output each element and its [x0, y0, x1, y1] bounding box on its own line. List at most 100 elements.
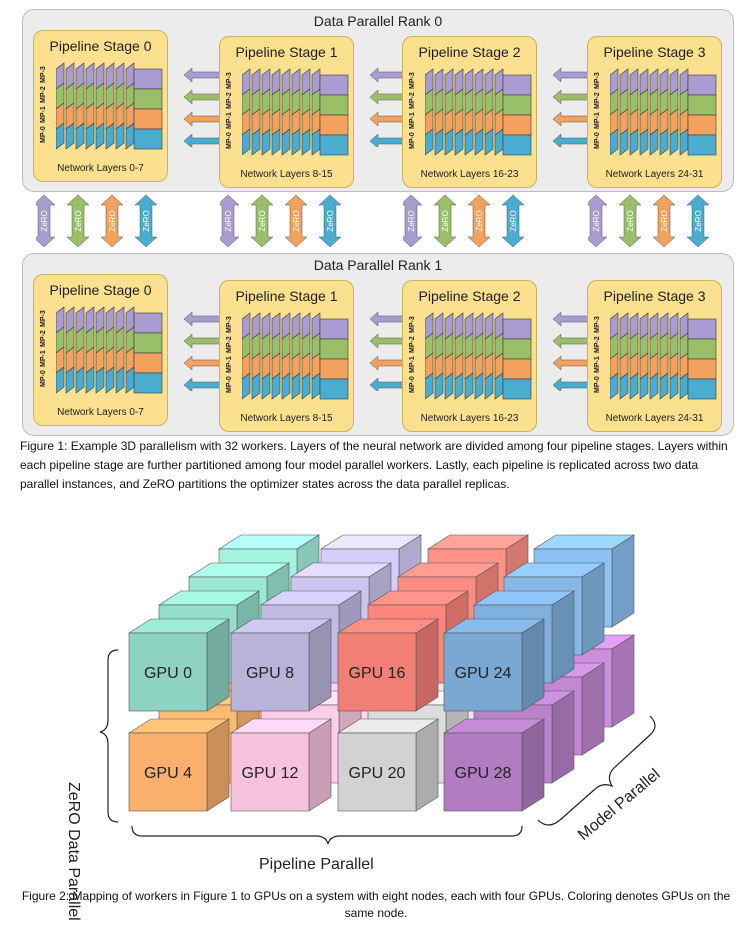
zero-arrow-group-0: ZeRO ZeRO ZeRO ZeRO	[36, 195, 158, 247]
cube-side	[611, 534, 635, 628]
zero-arrow-label: ZeRO	[407, 210, 416, 231]
gpu-cube-front: GPU 0	[127, 618, 231, 712]
mp-label-0: MP-0	[594, 132, 601, 149]
cube-side	[415, 618, 439, 712]
layer-slab-mp3	[271, 128, 281, 156]
front-face-mp2	[502, 114, 532, 136]
mp-labels: MP-0 MP-1 MP-2 MP-3	[409, 72, 421, 158]
cube-front	[128, 732, 208, 812]
pipeline-stage-3: Pipeline Stage 3 MP-0 MP-1 MP-2 MP-3 Network …	[587, 36, 722, 188]
front-face-mp2	[133, 108, 163, 130]
front-face-mp0	[687, 318, 717, 340]
zero-arrow	[588, 195, 608, 247]
front-face-mp3	[319, 134, 349, 156]
zero-arrow-label: ZeRO	[224, 210, 233, 231]
mp-labels: MP-0 MP-1 MP-2 MP-3	[40, 310, 52, 396]
gpu-label: GPU 8	[246, 665, 294, 682]
layer-slab-mp3	[659, 372, 669, 400]
cube-side	[521, 718, 545, 812]
mp-label-2: MP-2	[226, 92, 233, 109]
zero-arrow	[36, 195, 56, 247]
zero-arrow-group-1: ZeRO ZeRO ZeRO ZeRO	[220, 195, 342, 247]
layer-slab-mp3	[301, 372, 311, 400]
stage-title: Pipeline Stage 0	[49, 38, 152, 54]
zero-arrow	[403, 195, 423, 247]
zero-arrow-label: ZeRO	[74, 210, 83, 231]
layer-slab-mp3	[610, 128, 619, 156]
layer-slab-mp3	[115, 122, 125, 150]
layer-stack	[610, 68, 717, 156]
gpu-label: GPU 4	[144, 765, 192, 782]
front-face-mp2	[319, 114, 349, 136]
layer-slab-mp3	[464, 128, 474, 156]
network-layers-label: Network Layers 16-23	[420, 413, 519, 424]
mp-label-2: MP-2	[40, 86, 47, 103]
stage-title: Pipeline Stage 0	[49, 282, 152, 298]
zero-arrow-label: ZeRO	[108, 210, 117, 231]
layer-slab-mp3	[639, 372, 649, 400]
figure-2-caption: Figure 2: Mapping of workers in Figure 1…	[21, 889, 731, 920]
zero-arrow-label: ZeRO	[592, 210, 601, 231]
layer-slab-mp3	[444, 372, 454, 400]
stage-title: Pipeline Stage 2	[418, 288, 521, 304]
layer-slab-mp3	[464, 372, 474, 400]
front-face-mp3	[319, 378, 349, 400]
zero-arrow-label: ZeRO	[441, 210, 450, 231]
layer-stack	[56, 306, 163, 394]
rank-title: Data Parallel Rank 0	[313, 13, 443, 29]
cube-front	[230, 632, 310, 712]
layer-slab-mp3	[95, 122, 105, 150]
mp-label-0: MP-0	[409, 376, 416, 393]
zero-arrow	[284, 195, 308, 247]
gpu-cube-front: GPU 20	[336, 718, 440, 812]
layer-slab-mp3	[65, 366, 75, 394]
pipeline-stage-2: Pipeline Stage 2 MP-0 MP-1 MP-2 MP-3 Network …	[402, 280, 537, 432]
pipeline-stage-1: Pipeline Stage 1 MP-0 MP-1 MP-2 MP-3 Network …	[219, 36, 354, 188]
mp-labels: MP-0 MP-1 MP-2 MP-3	[409, 316, 421, 402]
front-face-mp1	[133, 88, 163, 110]
zero-arrow-label: ZeRO	[326, 210, 335, 231]
mp-label-1: MP-1	[40, 350, 47, 367]
layer-slab-mp3	[649, 128, 659, 156]
layer-slab-mp3	[291, 128, 301, 156]
mp-label-0: MP-0	[409, 132, 416, 149]
front-face-mp1	[687, 338, 717, 360]
layer-slab-mp3	[105, 366, 115, 394]
layer-stack	[242, 68, 349, 156]
pipeline-stage-1: Pipeline Stage 1 MP-0 MP-1 MP-2 MP-3 Network …	[219, 280, 354, 432]
mp-label-3: MP-3	[594, 72, 601, 89]
layer-stack	[56, 62, 163, 150]
mp-label-2: MP-2	[594, 336, 601, 353]
front-face-mp1	[687, 94, 717, 116]
zero-arrow	[467, 195, 491, 247]
mp-label-0: MP-0	[226, 132, 233, 149]
gpu-cube-front: GPU 28	[442, 718, 546, 812]
cube-side	[551, 690, 575, 784]
pipeline-stage-2: Pipeline Stage 2 MP-0 MP-1 MP-2 MP-3 Network …	[402, 36, 537, 188]
layer-slab-mp3	[474, 128, 484, 156]
cube-side	[581, 662, 605, 756]
zero-arrow	[134, 195, 158, 247]
mp-label-0: MP-0	[594, 376, 601, 393]
layer-slab-mp3	[56, 366, 65, 394]
mp-label-3: MP-3	[226, 72, 233, 89]
layer-slab-mp3	[619, 372, 629, 400]
layer-slab-mp3	[85, 366, 95, 394]
layer-slab-mp3	[454, 372, 464, 400]
layer-slab-mp3	[301, 128, 311, 156]
zero-arrow-label: ZeRO	[142, 210, 151, 231]
cube-front	[443, 732, 523, 812]
front-face-mp0	[502, 318, 532, 340]
mp-label-1: MP-1	[594, 356, 601, 373]
mp-label-3: MP-3	[40, 66, 47, 83]
front-face-mp2	[133, 352, 163, 374]
figure-2: GPU 28 GPU 20 GPU 12 GPU 4 GPU 24 GPU 16 GPU 8…	[0, 520, 752, 921]
mp-label-1: MP-1	[226, 356, 233, 373]
front-face-mp2	[319, 358, 349, 380]
mp-label-1: MP-1	[226, 112, 233, 129]
gpu-cube-front: GPU 4	[127, 718, 231, 812]
data-parallel-rank-0: Data Parallel Rank 0 Pipeline Stage 0 MP-0…	[22, 9, 734, 192]
layer-slab-mp3	[261, 128, 271, 156]
network-layers-label: Network Layers 0-7	[57, 407, 144, 418]
mp-label-0: MP-0	[40, 126, 47, 143]
